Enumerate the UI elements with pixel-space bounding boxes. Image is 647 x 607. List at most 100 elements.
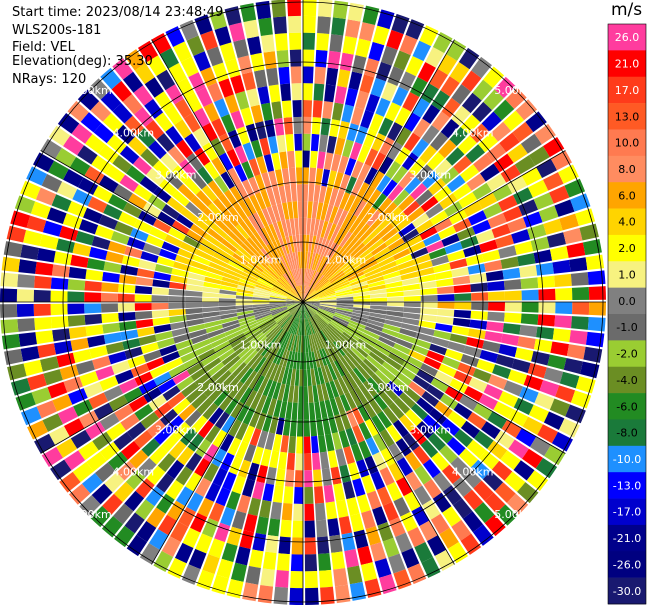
velocity-gate [164, 234, 183, 248]
velocity-gate [303, 335, 306, 353]
velocity-gate [498, 391, 519, 408]
velocity-gate [313, 184, 321, 203]
velocity-gate [319, 304, 337, 309]
velocity-gate [326, 135, 337, 154]
velocity-gate [280, 435, 289, 453]
velocity-gate [350, 242, 366, 257]
velocity-gate [303, 302, 320, 305]
velocity-gate [304, 453, 312, 471]
velocity-gate [303, 268, 307, 286]
velocity-gate [331, 274, 347, 285]
velocity-gate [471, 302, 489, 311]
velocity-gate [129, 449, 149, 469]
velocity-gate [140, 148, 160, 167]
velocity-gate [333, 568, 348, 587]
velocity-gate [297, 402, 303, 420]
velocity-gate [339, 173, 351, 192]
velocity-gate [371, 373, 387, 389]
velocity-gate [269, 302, 287, 304]
velocity-gate [126, 421, 147, 440]
velocity-gate [255, 412, 267, 431]
velocity-gate [517, 253, 536, 267]
velocity-gate [41, 173, 63, 193]
velocity-gate [550, 150, 572, 171]
velocity-gate [314, 278, 328, 291]
velocity-gate [317, 285, 333, 295]
velocity-gate [219, 309, 237, 316]
velocity-gate [305, 268, 310, 286]
velocity-gate [370, 297, 388, 302]
velocity-gate [211, 574, 229, 595]
velocity-gate [297, 268, 302, 286]
velocity-gate [16, 303, 35, 317]
velocity-gate [165, 84, 184, 105]
velocity-gate [309, 271, 319, 287]
velocity-gate [321, 168, 331, 187]
velocity-gate [257, 229, 269, 246]
velocity-gate [290, 368, 296, 386]
velocity-gate [389, 517, 406, 538]
velocity-gate [324, 152, 334, 171]
range-ring-label: 3.00km [155, 423, 197, 436]
velocity-gate [234, 145, 248, 164]
velocity-gate [50, 316, 69, 329]
velocity-gate [48, 426, 70, 446]
velocity-gate [63, 169, 84, 188]
velocity-gate [180, 350, 199, 364]
velocity-gate [414, 465, 432, 485]
velocity-gate [463, 489, 484, 511]
velocity-gate [364, 148, 379, 167]
velocity-gate [136, 268, 155, 279]
velocity-gate [484, 514, 506, 537]
velocity-gate [256, 279, 273, 289]
velocity-gate [252, 532, 267, 552]
velocity-gate [355, 341, 372, 355]
velocity-gate [352, 307, 370, 313]
elevation-label: Elevation(deg): 35.30 [12, 54, 153, 69]
velocity-gate [434, 270, 453, 280]
velocity-gate [239, 530, 254, 549]
velocity-gate [449, 333, 468, 345]
velocity-gate [127, 136, 148, 156]
velocity-gate [460, 420, 481, 439]
velocity-gate [78, 441, 99, 461]
colorbar-swatch [608, 340, 646, 368]
velocity-gate [311, 435, 319, 454]
velocity-gate [366, 322, 384, 332]
velocity-gate [447, 410, 467, 428]
velocity-gate [185, 452, 203, 472]
velocity-gate [10, 210, 31, 228]
velocity-gate [230, 401, 245, 419]
velocity-gate [243, 19, 259, 39]
velocity-gate [319, 293, 336, 299]
velocity-gate [218, 152, 234, 171]
velocity-gate [121, 255, 141, 267]
velocity-gate [434, 400, 453, 418]
velocity-gate [344, 329, 360, 342]
velocity-gate [478, 133, 499, 153]
velocity-gate [303, 288, 314, 302]
velocity-gate [502, 267, 521, 280]
velocity-gate [330, 272, 346, 284]
velocity-gate [442, 485, 462, 506]
velocity-gate [322, 417, 331, 435]
velocity-gate [266, 344, 278, 361]
velocity-gate [291, 317, 298, 335]
velocity-gate [303, 184, 309, 202]
velocity-gate [289, 218, 296, 236]
velocity-gate [303, 302, 315, 315]
velocity-gate [269, 242, 280, 259]
velocity-gate [430, 513, 450, 535]
velocity-gate [171, 220, 190, 235]
velocity-gate [70, 254, 89, 268]
velocity-gate [377, 256, 395, 268]
velocity-gate [475, 229, 495, 244]
velocity-gate [231, 510, 247, 530]
velocity-gate [570, 272, 589, 286]
velocity-gate [169, 274, 188, 284]
radar-rays [0, 0, 606, 605]
velocity-gate [367, 397, 383, 415]
velocity-gate [381, 81, 398, 102]
velocity-gate [88, 78, 110, 100]
velocity-gate [0, 319, 19, 334]
